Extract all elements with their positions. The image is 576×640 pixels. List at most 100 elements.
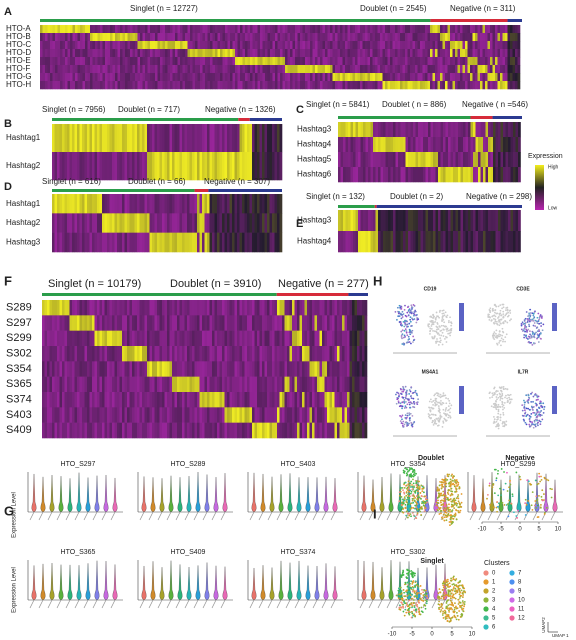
heatmap-cell (87, 25, 91, 34)
heatmap-cell (237, 330, 240, 347)
heatmap-cell (307, 73, 311, 82)
heatmap-cell (152, 81, 156, 90)
heatmap-cell (368, 210, 371, 232)
heatmap-cell (209, 194, 213, 214)
heatmap-cell (62, 361, 65, 377)
heatmap-cell (337, 25, 341, 34)
heatmap-cell (135, 25, 138, 34)
heatmap-cell (62, 41, 66, 50)
point (445, 316, 448, 319)
heatmap-cell (335, 57, 338, 66)
heatmap-cell (109, 422, 113, 439)
heatmap-cell (174, 407, 178, 423)
point (439, 415, 442, 418)
heatmap-cell (187, 194, 190, 214)
heatmap-cell (257, 124, 260, 153)
heatmap-cell (513, 137, 516, 153)
heatmap-cell (85, 65, 88, 74)
heatmap-cell (232, 392, 235, 408)
label: E (296, 218, 303, 230)
heatmap-cell (217, 194, 220, 214)
point (488, 392, 491, 395)
heatmap-cell (102, 422, 105, 439)
heatmap-cell (440, 210, 444, 232)
heatmap-cell (162, 376, 165, 393)
heatmap-cell (372, 81, 376, 90)
heatmap-cell (462, 41, 466, 50)
heatmap-cell (280, 41, 283, 50)
heatmap-cell (52, 194, 55, 214)
heatmap-cell (60, 49, 63, 58)
heatmap-cell (222, 81, 226, 90)
heatmap-cell (112, 152, 115, 181)
heatmap-cell (483, 210, 486, 232)
heatmap-cell (52, 57, 56, 66)
heatmap-cell (485, 25, 488, 34)
label: Hashtag3 (297, 125, 332, 134)
heatmap-cell (112, 124, 115, 153)
heatmap-cell (95, 73, 98, 82)
heatmap-cell (290, 41, 293, 50)
heatmap-cell (242, 57, 246, 66)
heatmap-cell (395, 33, 398, 42)
point (496, 343, 499, 346)
heatmap-cell (150, 81, 153, 90)
point (435, 342, 437, 344)
x-tick (359, 599, 365, 609)
point (528, 425, 531, 428)
heatmap-cell (202, 57, 206, 66)
heatmap-cell (224, 152, 228, 181)
heatmap-cell (470, 25, 473, 34)
heatmap-cell (242, 73, 246, 82)
heatmap-cell (289, 300, 293, 316)
heatmap-cell (167, 65, 171, 74)
heatmap-cell (135, 73, 138, 82)
heatmap-cell (109, 315, 113, 331)
heatmap-cell (202, 346, 205, 362)
heatmap-cell (187, 33, 191, 42)
heatmap-cell (67, 194, 70, 214)
heatmap-cell (282, 49, 286, 58)
heatmap-cell (400, 33, 403, 42)
point (499, 389, 502, 392)
heatmap-cell (147, 330, 150, 347)
label: IL7R (518, 369, 529, 375)
point (447, 405, 450, 408)
heatmap-cell (412, 65, 416, 74)
heatmap-cell (80, 25, 83, 34)
heatmap-cell (362, 65, 366, 74)
heatmap-cell (242, 346, 245, 362)
heatmap-cell (132, 57, 136, 66)
point (434, 413, 437, 416)
heatmap-cell (234, 407, 238, 423)
label: Hashtag2 (6, 161, 41, 170)
heatmap-cell (237, 376, 240, 393)
heatmap-cell (257, 407, 260, 423)
point (409, 406, 412, 409)
heatmap-cell (217, 25, 221, 34)
heatmap-cell (210, 65, 213, 74)
point (532, 312, 535, 315)
heatmap-cell (139, 315, 143, 331)
heatmap-cell (448, 152, 451, 168)
heatmap-cell (204, 315, 208, 331)
heatmap-cell (80, 33, 83, 42)
heatmap-cell (232, 152, 235, 181)
point (500, 337, 503, 340)
heatmap-cell (75, 57, 78, 66)
heatmap-cell (54, 376, 58, 393)
heatmap-cell (207, 152, 210, 181)
heatmap-cell (350, 122, 354, 138)
heatmap-cell (194, 194, 198, 214)
heatmap-cell (247, 73, 251, 82)
heatmap-cell (433, 167, 436, 183)
point (429, 327, 432, 330)
point (492, 394, 494, 397)
point (408, 338, 411, 340)
heatmap-cell (274, 376, 278, 393)
heatmap-cell (282, 346, 285, 362)
heatmap-cell (465, 122, 469, 138)
heatmap-cell (347, 25, 351, 34)
heatmap-cell (312, 392, 315, 408)
heatmap-cell (77, 315, 80, 331)
